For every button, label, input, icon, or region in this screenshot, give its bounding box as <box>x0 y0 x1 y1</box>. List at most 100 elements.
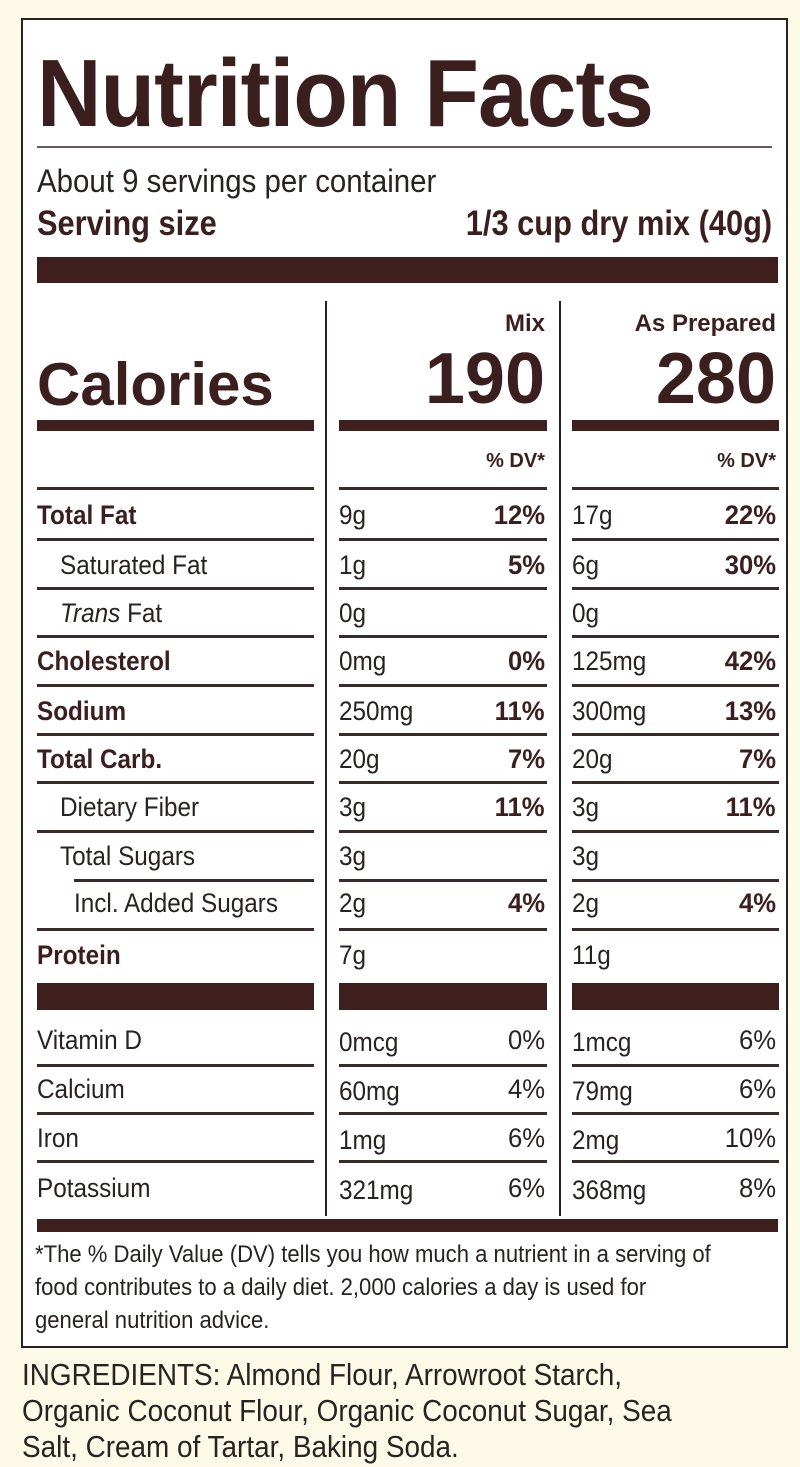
row-separator <box>572 684 779 687</box>
trans-rest: Fat <box>120 598 163 628</box>
nutrient-name-sodium: Sodium <box>37 696 127 726</box>
mix-dv-cholesterol: 0% <box>507 646 545 676</box>
calories-bar-prepared <box>572 420 779 431</box>
prep-amount-added-sugars: 2g <box>572 888 600 918</box>
row-separator <box>37 733 314 736</box>
vitamins-bar-mix <box>339 983 547 1010</box>
ingredients-list: INGREDIENTS: Almond Flour, Arrowroot Sta… <box>22 1357 672 1464</box>
prep-amount-iron: 2mg <box>572 1125 620 1155</box>
row-separator <box>37 538 314 541</box>
mix-dv-dietary-fiber: 11% <box>495 792 545 822</box>
mix-dv-added-sugars: 4% <box>507 888 545 918</box>
row-separator <box>339 538 547 541</box>
mix-amount-calcium: 60mg <box>339 1076 400 1106</box>
mix-dv-total-carb: 7% <box>507 744 545 774</box>
mix-amount-added-sugars: 2g <box>339 888 367 918</box>
mix-amount-protein: 7g <box>339 940 367 970</box>
vitamin-name-iron: Iron <box>37 1123 79 1153</box>
prep-amount-protein: 11g <box>572 940 611 970</box>
prep-dv-vitamin-d: 6% <box>738 1025 776 1055</box>
row-separator <box>37 781 314 784</box>
mix-amount-vitamin-d: 0mcg <box>339 1027 399 1057</box>
row-separator <box>37 587 314 590</box>
column-header-prepared: As Prepared <box>634 310 776 337</box>
vitamins-bar-prepared <box>572 983 779 1010</box>
prep-dv-saturated-fat: 30% <box>724 550 776 580</box>
thick-bar-top <box>37 257 778 283</box>
prep-amount-vitamin-d: 1mcg <box>572 1027 632 1057</box>
row-separator <box>339 635 547 638</box>
row-separator <box>37 830 314 833</box>
prep-dv-total-carb: 7% <box>738 744 776 774</box>
nutrient-name-total-carb: Total Carb. <box>37 744 163 774</box>
mix-amount-saturated-fat: 1g <box>339 550 367 580</box>
row-separator <box>37 684 314 687</box>
prep-amount-trans-fat: 0g <box>572 598 600 628</box>
mix-amount-dietary-fiber: 3g <box>339 792 367 822</box>
row-separator <box>339 587 547 590</box>
column-divider-mix <box>325 301 327 1216</box>
title-divider <box>37 146 772 148</box>
calories-prepared: 280 <box>655 339 776 419</box>
row-separator <box>339 733 547 736</box>
row-separator <box>339 684 547 687</box>
mix-dv-potassium: 6% <box>507 1173 545 1203</box>
nutrient-name-dietary-fiber: Dietary Fiber <box>60 792 200 822</box>
thick-bar-bottom <box>37 1219 778 1232</box>
row-separator <box>339 879 547 882</box>
serving-size-value: 1/3 cup dry mix (40g) <box>465 204 772 243</box>
mix-amount-sodium: 250mg <box>339 696 414 726</box>
row-separator <box>572 1112 779 1115</box>
servings-per-container: About 9 servings per container <box>37 163 437 199</box>
row-separator <box>339 1064 547 1067</box>
nutrient-name-trans-fat: Trans Fat <box>60 598 162 629</box>
prep-amount-saturated-fat: 6g <box>572 550 600 580</box>
mix-dv-vitamin-d: 0% <box>507 1025 545 1055</box>
row-separator <box>37 1112 314 1115</box>
mix-amount-potassium: 321mg <box>339 1175 414 1205</box>
row-separator <box>339 487 547 490</box>
row-separator <box>572 1160 779 1163</box>
prep-dv-dietary-fiber: 11% <box>726 792 776 822</box>
mix-amount-total-fat: 9g <box>339 500 367 530</box>
mix-dv-total-fat: 12% <box>493 500 545 530</box>
nutrient-name-added-sugars: Incl. Added Sugars <box>74 888 278 918</box>
row-separator <box>37 487 314 490</box>
row-separator <box>339 830 547 833</box>
dv-header-mix: % DV* <box>486 450 545 472</box>
prep-dv-total-fat: 22% <box>724 500 776 530</box>
prep-amount-total-fat: 17g <box>572 500 613 530</box>
row-separator <box>572 587 779 590</box>
prep-dv-calcium: 6% <box>738 1074 776 1104</box>
mix-dv-sodium: 11% <box>495 696 545 726</box>
mix-amount-total-carb: 20g <box>339 744 380 774</box>
calories-bar-label <box>37 420 314 431</box>
prep-amount-potassium: 368mg <box>572 1175 647 1205</box>
row-separator <box>572 781 779 784</box>
prep-dv-cholesterol: 42% <box>724 646 776 676</box>
row-separator <box>339 1112 547 1115</box>
vitamin-name-vitamin-d: Vitamin D <box>37 1025 142 1055</box>
prep-amount-cholesterol: 125mg <box>572 646 647 676</box>
row-separator <box>572 635 779 638</box>
prep-dv-sodium: 13% <box>724 696 776 726</box>
mix-amount-iron: 1mg <box>339 1125 387 1155</box>
nutrient-name-total-sugars: Total Sugars <box>60 841 196 871</box>
serving-size-label: Serving size <box>37 204 217 243</box>
row-separator <box>37 635 314 638</box>
nutrient-name-total-fat: Total Fat <box>37 500 137 530</box>
row-separator <box>572 879 779 882</box>
nutrient-name-saturated-fat: Saturated Fat <box>60 550 208 580</box>
row-separator <box>74 879 314 882</box>
nutrient-name-protein: Protein <box>37 940 121 970</box>
row-separator <box>339 1160 547 1163</box>
column-divider-prepared <box>559 301 561 1216</box>
mix-dv-saturated-fat: 5% <box>507 550 545 580</box>
vitamin-name-calcium: Calcium <box>37 1074 125 1104</box>
prep-dv-iron: 10% <box>724 1123 776 1153</box>
trans-italic: Trans <box>60 598 121 628</box>
prep-dv-potassium: 8% <box>738 1173 776 1203</box>
calories-mix: 190 <box>424 339 545 419</box>
vitamin-name-potassium: Potassium <box>37 1173 151 1203</box>
column-header-mix: Mix <box>504 310 545 337</box>
